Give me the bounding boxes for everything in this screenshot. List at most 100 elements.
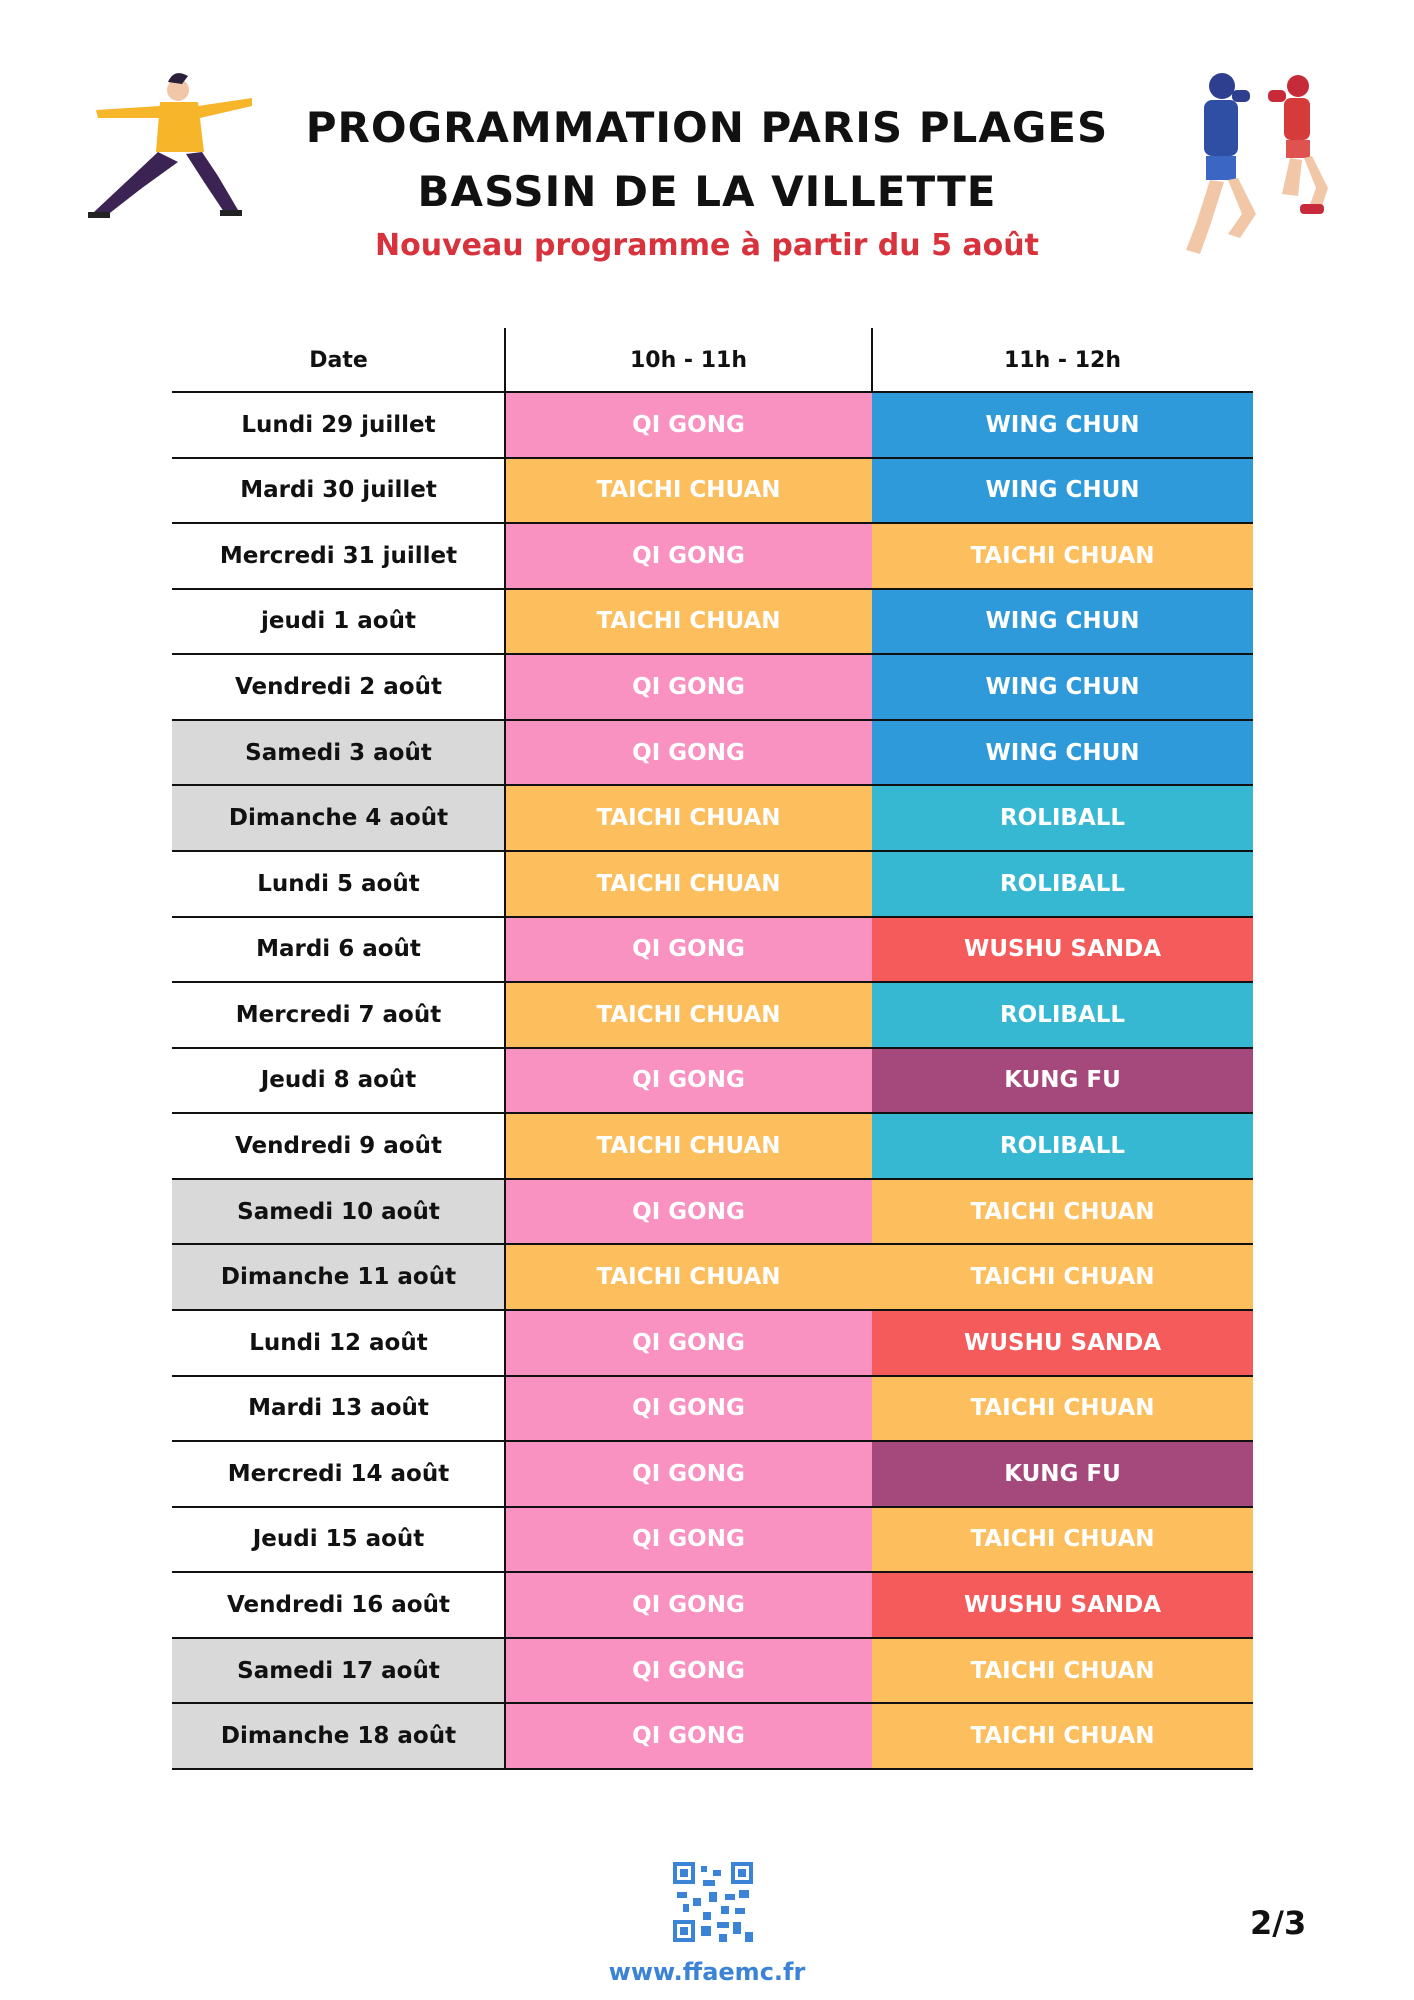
subtitle: Nouveau programme à partir du 5 août: [375, 228, 1039, 263]
date-cell: Jeudi 15 août: [172, 1506, 505, 1573]
activity-cell: QI GONG: [505, 654, 872, 720]
activity-cell: WING CHUN: [872, 392, 1253, 458]
activity-cell: ROLIBALL: [872, 1113, 1253, 1179]
activity-cell: ROLIBALL: [872, 785, 1253, 851]
date-cell: Vendredi 16 août: [172, 1572, 505, 1638]
activity-cell: QI GONG: [505, 1703, 872, 1769]
date-cell: Vendredi 2 août: [172, 654, 505, 720]
date-cell: Dimanche 4 août: [172, 785, 505, 851]
column-border: [504, 328, 506, 1769]
date-cell: Samedi 3 août: [172, 719, 505, 786]
date-cell: Mercredi 31 juillet: [172, 523, 505, 589]
activity-cell: TAICHI CHUAN: [505, 457, 872, 524]
date-cell: Samedi 17 août: [172, 1637, 505, 1704]
activity-cell: TAICHI CHUAN: [872, 1637, 1253, 1704]
row-border: [172, 1177, 1253, 1180]
activity-cell: QI GONG: [505, 916, 872, 983]
title: PROGRAMMATION PARIS PLAGES BASSIN DE LA …: [0, 96, 1414, 224]
activity-cell: QI GONG: [505, 1506, 872, 1573]
activity-cell: QI GONG: [505, 1572, 872, 1638]
activity-cell: WING CHUN: [872, 588, 1253, 655]
activity-cell: TAICHI CHUAN: [872, 1375, 1253, 1442]
activity-cell: TAICHI CHUAN: [505, 982, 872, 1048]
row-border: [172, 522, 1253, 525]
row-border: [172, 1374, 1253, 1377]
date-cell: jeudi 1 août: [172, 588, 505, 655]
row-border: [172, 718, 1253, 721]
website-link[interactable]: www.ffaemc.fr: [608, 1958, 806, 1986]
activity-cell: TAICHI CHUAN: [505, 785, 872, 851]
row-border: [172, 915, 1253, 918]
title-line: PROGRAMMATION PARIS PLAGES: [305, 103, 1109, 152]
activity-cell: ROLIBALL: [872, 851, 1253, 917]
date-cell: Samedi 10 août: [172, 1178, 505, 1245]
row-border: [172, 1046, 1253, 1049]
activity-cell: QI GONG: [505, 1310, 872, 1376]
activity-cell: QI GONG: [505, 1178, 872, 1245]
date-cell: Vendredi 9 août: [172, 1113, 505, 1179]
activity-cell: KUNG FU: [872, 1047, 1253, 1114]
date-cell: Mercredi 7 août: [172, 982, 505, 1048]
activity-cell: WING CHUN: [872, 719, 1253, 786]
date-cell: Mardi 13 août: [172, 1375, 505, 1442]
schedule-table: Date 10h - 11h 11h - 12h Lundi 29 juillet QI…: [172, 328, 1253, 1770]
activity-cell: KUNG FU: [872, 1441, 1253, 1507]
activity-cell: WUSHU SANDA: [872, 1572, 1253, 1638]
row-border: [172, 850, 1253, 852]
activity-cell: WUSHU SANDA: [872, 916, 1253, 983]
row-border: [172, 587, 1253, 590]
title-line: BASSIN DE LA VILLETTE: [417, 167, 997, 216]
row-border: [172, 1768, 1253, 1770]
activity-cell: QI GONG: [505, 1375, 872, 1442]
activity-cell: QI GONG: [505, 719, 872, 786]
row-border: [172, 1636, 1253, 1639]
column-header: Date: [309, 347, 368, 373]
date-cell: Mardi 30 juillet: [172, 457, 505, 524]
row-border: [172, 1571, 1253, 1574]
activity-cell: TAICHI CHUAN: [872, 523, 1253, 589]
activity-cell: WING CHUN: [872, 654, 1253, 720]
activity-cell: WING CHUN: [872, 457, 1253, 524]
page-number: 2/3: [1250, 1904, 1307, 1942]
boxing-illustration: [1186, 73, 1328, 254]
date-cell: Mercredi 14 août: [172, 1441, 505, 1507]
date-cell: Mardi 6 août: [172, 916, 505, 983]
activity-cell: TAICHI CHUAN: [505, 851, 872, 917]
activity-cell: TAICHI CHUAN: [505, 1244, 872, 1310]
activity-cell: TAICHI CHUAN: [872, 1178, 1253, 1245]
taichi-illustration: [88, 73, 252, 218]
activity-cell: TAICHI CHUAN: [872, 1506, 1253, 1573]
activity-cell: WUSHU SANDA: [872, 1310, 1253, 1376]
date-cell: Lundi 29 juillet: [172, 392, 505, 458]
row-border: [172, 1112, 1253, 1115]
column-header: 10h - 11h: [629, 347, 747, 373]
date-cell: Lundi 5 août: [172, 851, 505, 917]
row-border: [172, 1243, 1253, 1246]
date-cell: Dimanche 11 août: [172, 1244, 505, 1310]
activity-cell: TAICHI CHUAN: [505, 1113, 872, 1179]
date-cell: Jeudi 8 août: [172, 1047, 505, 1114]
column-border: [871, 328, 873, 392]
row-border: [172, 1505, 1253, 1508]
activity-cell: QI GONG: [505, 1637, 872, 1704]
row-border: [172, 1702, 1253, 1705]
qr-code: [673, 1862, 753, 1942]
row-border: [172, 391, 1253, 393]
row-border: [172, 981, 1253, 984]
row-border: [172, 784, 1253, 787]
activity-cell: QI GONG: [505, 1047, 872, 1114]
activity-cell: ROLIBALL: [872, 982, 1253, 1048]
row-border: [172, 653, 1253, 656]
date-cell: Lundi 12 août: [172, 1310, 505, 1376]
row-border: [172, 456, 1253, 459]
activity-cell: TAICHI CHUAN: [872, 1244, 1253, 1310]
row-border: [172, 1440, 1253, 1443]
date-cell: Dimanche 18 août: [172, 1703, 505, 1769]
activity-cell: QI GONG: [505, 1441, 872, 1507]
activity-cell: TAICHI CHUAN: [505, 588, 872, 655]
activity-cell: TAICHI CHUAN: [872, 1703, 1253, 1769]
column-header: 11h - 12h: [1003, 347, 1121, 373]
activity-cell: QI GONG: [505, 392, 872, 458]
row-border: [172, 1309, 1253, 1311]
